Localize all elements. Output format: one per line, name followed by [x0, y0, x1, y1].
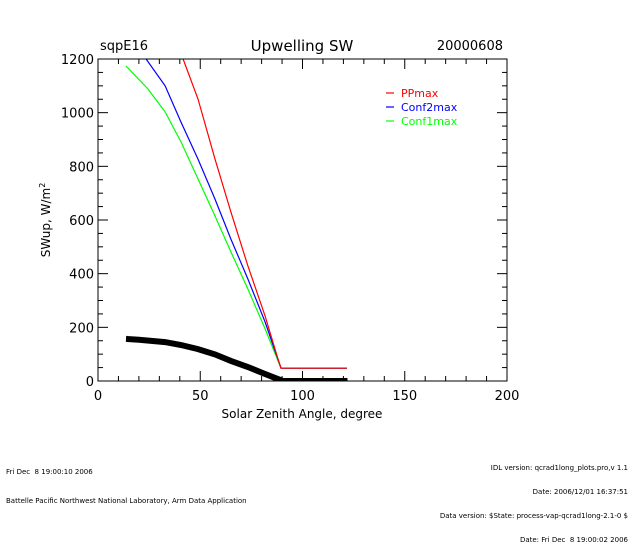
series-line-conf2max — [145, 59, 347, 369]
footer-right: IDL version: qcrad1long_plots.pro,v 1.1 … — [440, 448, 628, 552]
footer-idl-date: Date: 2006/12/01 16:37:51 — [532, 488, 628, 496]
x-tick-label: 100 — [290, 389, 315, 404]
x-tick-label: 0 — [94, 389, 102, 404]
y-tick-label: 200 — [69, 321, 94, 336]
y-tick-label: 600 — [69, 214, 94, 229]
series-layer — [125, 59, 348, 381]
footer-data-version: Data version: $State: process-vap-qcrad1… — [439, 512, 628, 520]
y-tick-label: 800 — [69, 160, 94, 175]
footer-lab: Battelle Pacific Northwest National Labo… — [6, 497, 247, 505]
y-tick-label: 400 — [69, 268, 94, 283]
axis-ticks: 0 50 100 150 200 0 200 400 600 800 1000 1200 — [61, 53, 520, 404]
site-label: sqpE16 — [100, 39, 148, 54]
legend-label: Conf2max — [401, 101, 458, 114]
plot-frame — [97, 58, 508, 382]
y-tick-label: 0 — [86, 375, 94, 390]
y-axis-label-group: SWup, W/m2 — [38, 183, 53, 258]
chart-canvas: sqpE16 Upwelling SW 20000608 0 50 100 150 20… — [38, 37, 520, 421]
series-line-swup-observed — [125, 335, 348, 381]
x-tick-label: 150 — [392, 389, 417, 404]
legend-label: Conf1max — [401, 115, 458, 128]
footer-timestamp: Fri Dec 8 19:00:10 2006 — [6, 468, 93, 476]
x-axis-label: Solar Zenith Angle, degree — [222, 407, 383, 421]
series-line-ppmax — [182, 59, 347, 369]
y-tick-label: 1200 — [61, 53, 94, 68]
legend-label: PPmax — [401, 87, 439, 100]
footer-data-date: Date: Fri Dec 8 19:00:02 2006 — [519, 536, 628, 544]
y-tick-label: 1000 — [61, 107, 94, 122]
x-tick-label: 50 — [192, 389, 209, 404]
footer-left: Fri Dec 8 19:00:10 2006 Battelle Pacific… — [6, 452, 247, 513]
footer-idl-version: IDL version: qcrad1long_plots.pro,v 1.1 — [490, 464, 628, 472]
date-label: 20000608 — [437, 39, 503, 54]
chart-title: Upwelling SW — [251, 37, 354, 55]
x-tick-label: 200 — [495, 389, 520, 404]
series-line-conf1max — [125, 65, 347, 369]
y-axis-label: SWup, W/m2 — [38, 183, 53, 258]
